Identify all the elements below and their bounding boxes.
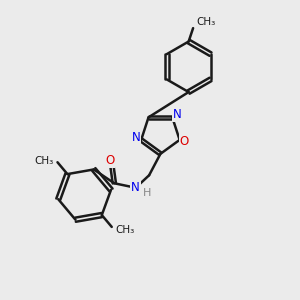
Text: O: O — [180, 135, 189, 148]
Text: N: N — [131, 181, 140, 194]
Text: O: O — [105, 154, 114, 167]
Text: CH₃: CH₃ — [35, 156, 54, 166]
Text: N: N — [173, 108, 182, 122]
Text: H: H — [143, 188, 151, 198]
Text: CH₃: CH₃ — [115, 225, 135, 235]
Text: CH₃: CH₃ — [196, 17, 215, 27]
Text: N: N — [132, 131, 140, 144]
